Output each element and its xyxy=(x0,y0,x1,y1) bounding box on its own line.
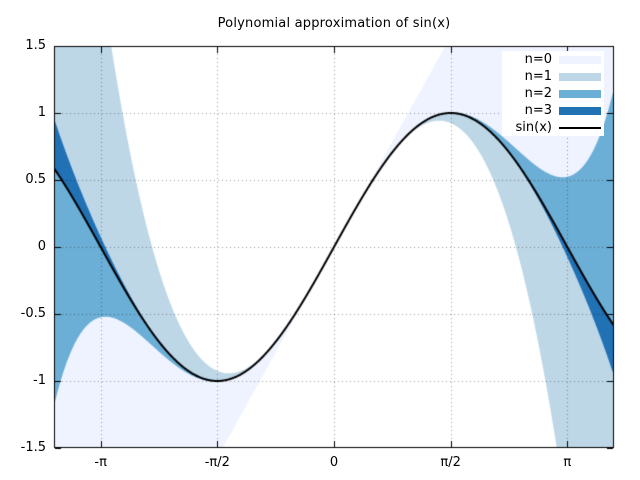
legend-entry: n=3 xyxy=(502,103,604,118)
legend: n=0 n=1 n=2 n=3 sin(x) xyxy=(502,51,604,136)
x-tick-label: -π/2 xyxy=(204,455,230,470)
x-tick-label: π/2 xyxy=(440,455,461,470)
legend-label: n=3 xyxy=(524,103,552,118)
x-tick-label: -π xyxy=(94,455,107,470)
y-tick-label: -0.5 xyxy=(20,306,46,321)
x-tick-label: π xyxy=(563,455,572,470)
legend-swatch xyxy=(559,89,601,98)
legend-entry: n=2 xyxy=(502,86,604,101)
legend-label: n=1 xyxy=(524,69,552,84)
legend-entry: n=0 xyxy=(502,52,604,67)
legend-line-sample xyxy=(559,126,601,129)
y-tick-label: 1 xyxy=(37,105,46,120)
legend-entry: n=1 xyxy=(502,69,604,84)
legend-label: n=0 xyxy=(524,52,552,67)
legend-label: sin(x) xyxy=(515,120,552,135)
legend-swatch xyxy=(559,72,601,81)
y-tick-label: -1.5 xyxy=(20,440,46,455)
chart-title: Polynomial approximation of sin(x) xyxy=(217,16,451,31)
legend-swatch xyxy=(559,106,601,115)
y-tick-label: 0 xyxy=(37,239,46,254)
x-tick-label: 0 xyxy=(329,455,339,470)
y-tick-label: 1.5 xyxy=(25,38,46,53)
y-tick-label: -1 xyxy=(33,373,46,388)
y-tick-label: 0.5 xyxy=(25,172,46,187)
legend-entry: sin(x) xyxy=(502,120,604,135)
legend-swatch xyxy=(559,55,601,64)
legend-label: n=2 xyxy=(524,86,552,101)
